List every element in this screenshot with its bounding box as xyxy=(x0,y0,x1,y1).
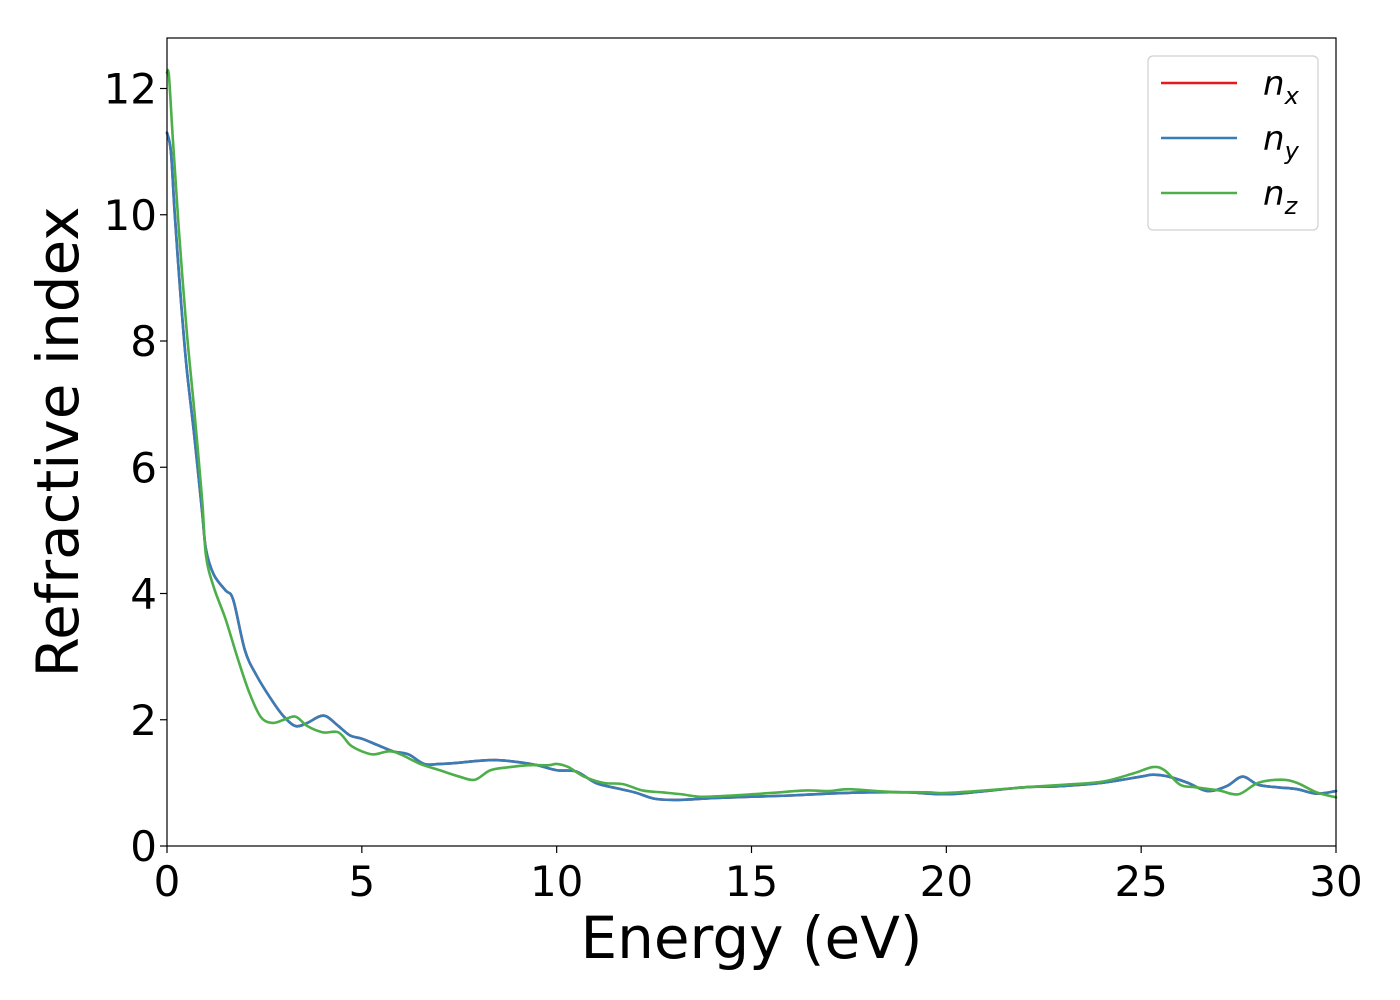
y-tick-label: 6 xyxy=(130,443,157,492)
legend-label-z: nz xyxy=(1263,174,1299,220)
series-layer xyxy=(165,68,1338,802)
x-tick-label: 20 xyxy=(920,857,973,906)
legend-label-x: nx xyxy=(1263,64,1300,110)
y-axis-title: Refractive index xyxy=(24,206,92,677)
x-axis-title: Energy (eV) xyxy=(580,904,922,972)
y-tick-label: 4 xyxy=(130,570,157,619)
x-tick-label: 15 xyxy=(725,857,778,906)
y-tick-label: 2 xyxy=(130,696,157,745)
legend-box xyxy=(1147,55,1319,231)
y-axis: 0 2 4 6 8 10 12 xyxy=(104,65,167,871)
x-tick-label: 0 xyxy=(154,857,181,906)
x-tick-label: 5 xyxy=(348,857,375,906)
legend-label-y: ny xyxy=(1263,119,1300,165)
y-tick-label: 10 xyxy=(104,191,157,240)
x-axis: 0 5 10 15 20 25 30 xyxy=(154,846,1363,906)
legend: nx ny nz xyxy=(1147,55,1319,231)
x-tick-label: 10 xyxy=(530,857,583,906)
y-tick-label: 12 xyxy=(104,65,157,114)
y-tick-label: 0 xyxy=(130,822,157,871)
x-tick-label: 30 xyxy=(1309,857,1362,906)
y-tick-label: 8 xyxy=(130,317,157,366)
series-line-n-z xyxy=(165,68,1338,799)
x-tick-label: 25 xyxy=(1114,857,1167,906)
